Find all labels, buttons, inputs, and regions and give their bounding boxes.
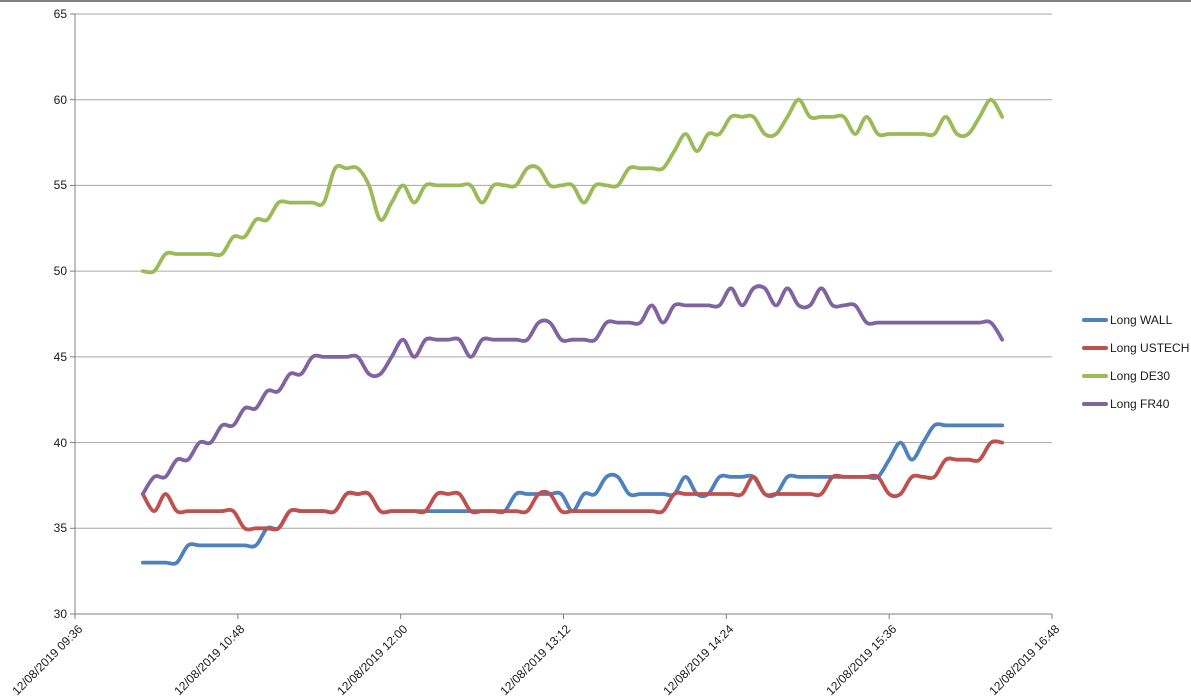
y-tick-label: 55 <box>53 178 67 193</box>
legend-line-swatch-wall <box>1082 318 1108 322</box>
legend-label-de30: Long DE30 <box>1110 369 1171 383</box>
legend-item-long-fr40: Long FR40 <box>1082 390 1189 418</box>
legend: Long WALL Long USTECH Long DE30 Long FR4… <box>1082 306 1189 418</box>
y-tick-label: 40 <box>53 435 67 450</box>
legend-item-long-de30: Long DE30 <box>1082 362 1189 390</box>
legend-line-swatch-ustech <box>1082 346 1108 350</box>
legend-label-wall: Long WALL <box>1110 313 1173 327</box>
y-tick-label: 60 <box>53 92 67 107</box>
y-tick-label: 30 <box>53 607 67 621</box>
legend-label-ustech: Long USTECH <box>1110 341 1190 355</box>
legend-item-long-wall: Long WALL <box>1082 306 1189 334</box>
legend-label-fr40: Long FR40 <box>1110 397 1170 411</box>
y-tick-label: 45 <box>53 349 67 364</box>
legend-line-swatch-fr40 <box>1082 402 1108 406</box>
legend-item-long-ustech: Long USTECH <box>1082 334 1189 362</box>
y-tick-label: 65 <box>53 7 67 21</box>
top-border-line <box>0 0 1191 2</box>
y-tick-label: 50 <box>53 264 67 279</box>
legend-line-swatch-de30 <box>1082 374 1108 378</box>
y-tick-label: 35 <box>53 521 67 536</box>
